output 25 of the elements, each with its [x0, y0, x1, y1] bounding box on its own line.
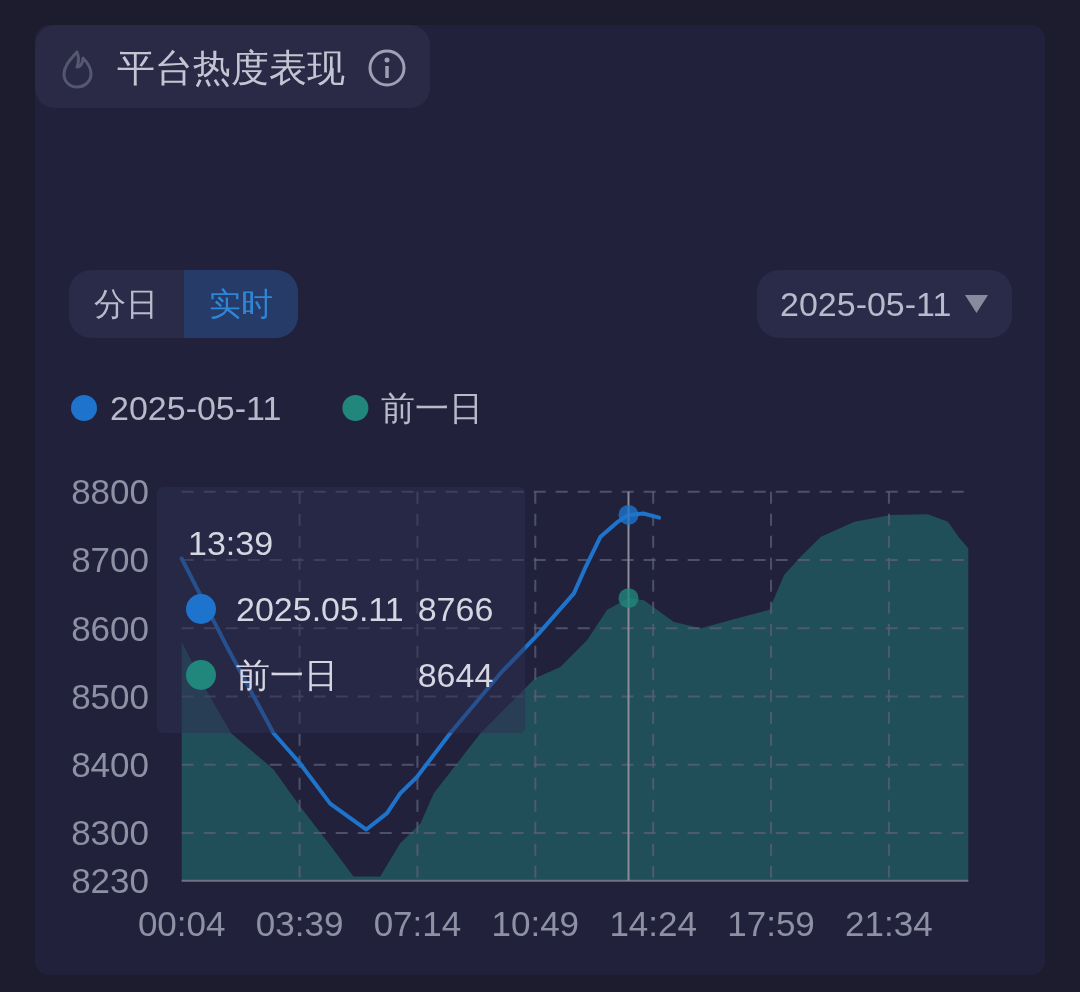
annotation: 前一日: [236, 656, 338, 694]
x-tick-label: 03:39: [255, 903, 344, 943]
y-tick-label: 8230: [71, 861, 149, 901]
x-tick-label: 00:04: [137, 903, 226, 943]
annotation: 8644: [417, 656, 494, 694]
legend-label: 前一日: [381, 389, 484, 427]
x-tick-label: 21:34: [845, 903, 933, 943]
annotation: 2025.05.11: [236, 590, 404, 628]
y-tick-label: 8600: [71, 608, 149, 648]
annotation: 8766: [417, 590, 494, 628]
legend-label: 2025-05-11: [110, 389, 282, 427]
text: 分日: [94, 286, 158, 322]
x-tick-label: 10:49: [491, 903, 580, 943]
x-tick-label: 14:24: [609, 903, 697, 943]
chart-title: 平台热度表现: [117, 47, 345, 89]
text: 实时: [209, 286, 273, 322]
annotation: 13:39: [188, 524, 274, 562]
y-tick-label: 8400: [71, 745, 149, 785]
y-tick-label: 8500: [71, 676, 149, 716]
y-tick-label: 8800: [71, 472, 149, 512]
text: 2025-05-11: [780, 285, 952, 323]
x-tick-label: 17:59: [727, 903, 815, 943]
y-tick-label: 8700: [71, 540, 149, 580]
y-tick-label: 8300: [71, 813, 149, 853]
x-tick-label: 07:14: [373, 903, 462, 943]
